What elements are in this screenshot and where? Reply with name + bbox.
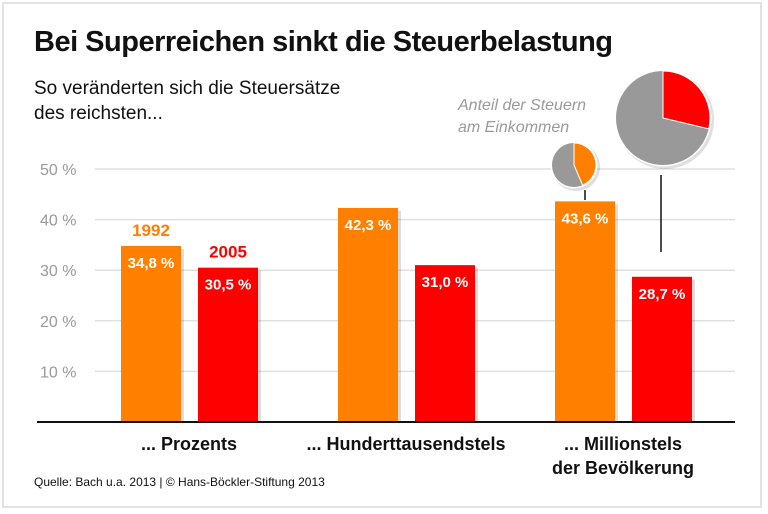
bar-2005 xyxy=(415,265,475,422)
y-tick-label: 10 % xyxy=(40,364,76,381)
y-tick-label: 50 % xyxy=(40,162,76,179)
bar-2005 xyxy=(198,267,258,422)
bar-value-label: 28,7 % xyxy=(639,286,686,303)
bar-value-label: 31,0 % xyxy=(422,274,469,291)
bar-value-label: 43,6 % xyxy=(562,210,609,227)
bar-1992 xyxy=(121,245,181,422)
bar-1992 xyxy=(555,201,615,422)
legend-label-2005: 2005 xyxy=(209,243,247,262)
frame xyxy=(2,2,762,508)
y-tick-label: 20 % xyxy=(40,314,76,331)
category-label: der Bevölkerung xyxy=(552,458,694,478)
bar-value-label: 42,3 % xyxy=(345,217,392,234)
chart-subtitle: So veränderten sich die Steuersätze des … xyxy=(34,78,341,124)
chart-title: Bei Superreichen sinkt die Steuerbelastu… xyxy=(34,26,613,58)
category-label: ... Millionstels xyxy=(564,434,682,454)
pie-tax-slice xyxy=(662,70,711,130)
bar-1992 xyxy=(338,207,398,422)
bar-2005 xyxy=(632,276,692,422)
category-label: ... Hunderttausendstels xyxy=(306,434,505,454)
bar-value-label: 34,8 % xyxy=(128,255,175,272)
bar-value-label: 30,5 % xyxy=(205,277,252,294)
category-label: ... Prozents xyxy=(141,434,237,454)
pie-tax-slice xyxy=(573,142,597,186)
source-note: Quelle: Bach u.a. 2013 | © Hans-Böckler-… xyxy=(34,475,325,489)
legend-label-1992: 1992 xyxy=(132,221,170,240)
y-tick-label: 40 % xyxy=(40,213,76,230)
y-tick-label: 30 % xyxy=(40,263,76,280)
pie-annotation-label: Anteil der Steuern am Einkommen xyxy=(458,97,587,136)
